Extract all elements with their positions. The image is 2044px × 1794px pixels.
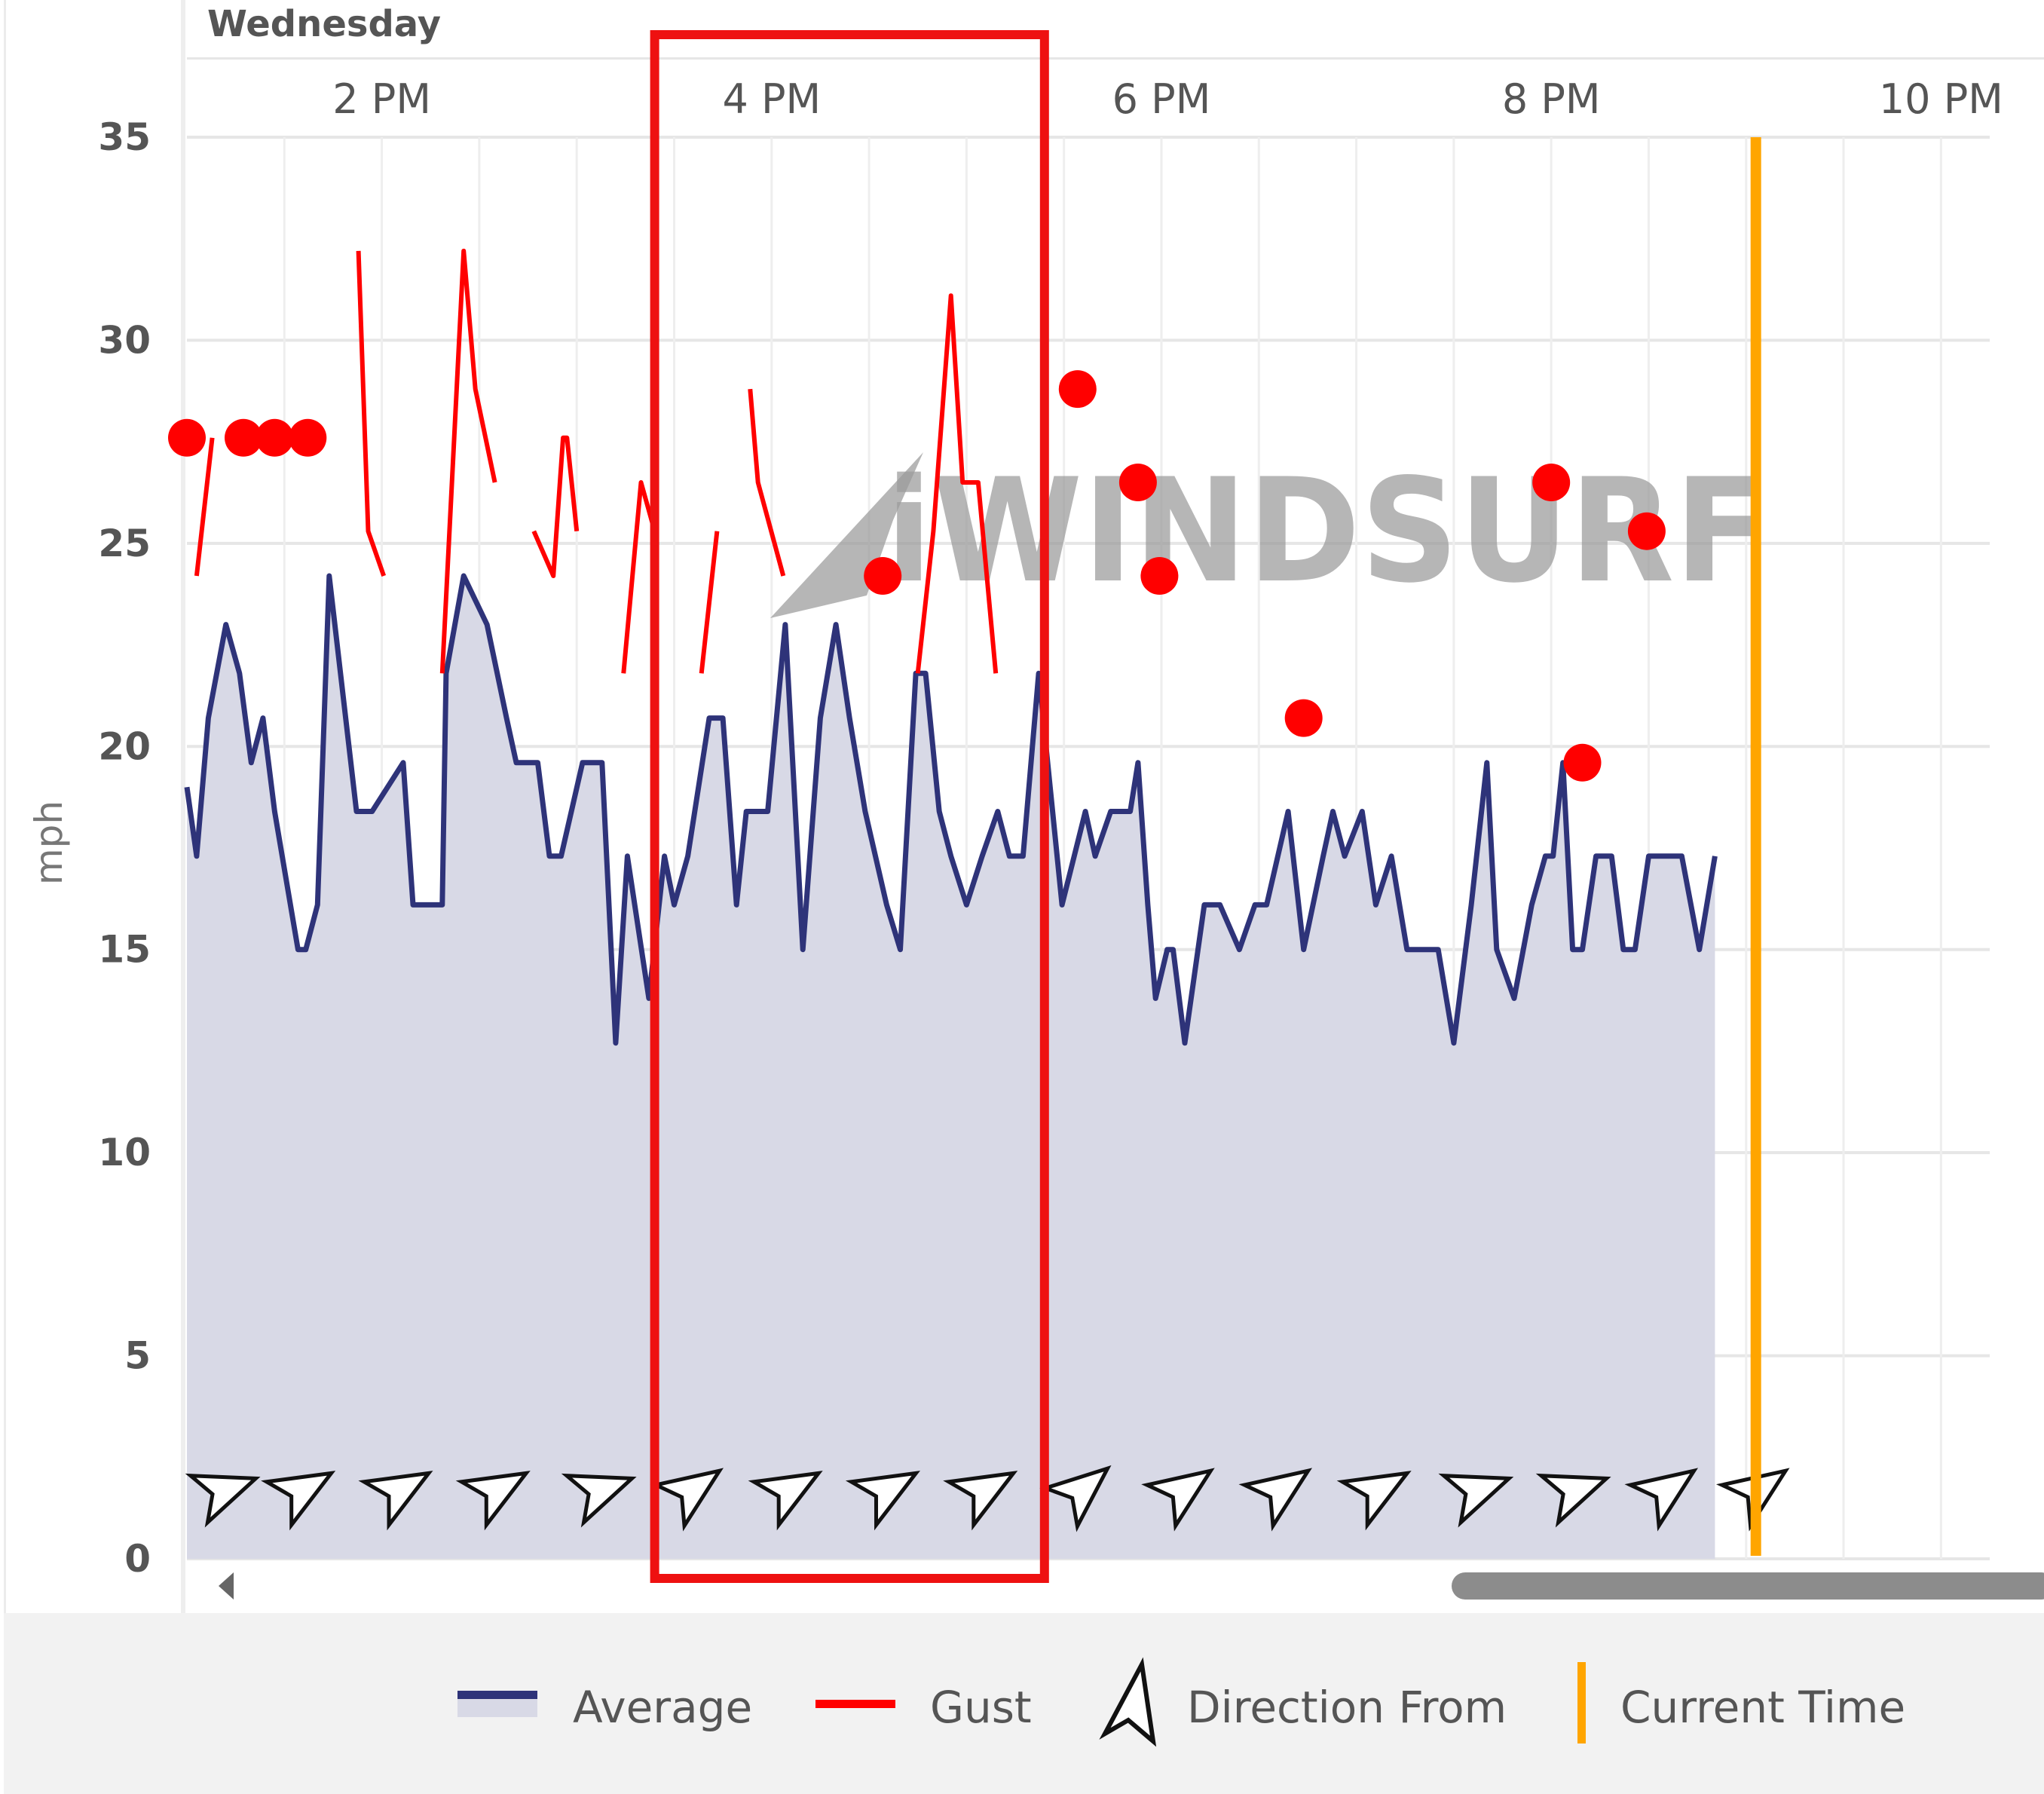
direction-arrow bbox=[1039, 1465, 1112, 1532]
day-label: Wednesday bbox=[207, 3, 441, 45]
gust-point bbox=[1532, 464, 1571, 501]
direction-arrow bbox=[1438, 1473, 1514, 1528]
direction-arrow-icon bbox=[1336, 1471, 1412, 1531]
y-tick-label: 35 bbox=[98, 115, 151, 159]
average-line bbox=[184, 573, 1718, 1046]
x-tick-label: 10 PM bbox=[1879, 75, 2003, 123]
direction-arrow-icon bbox=[185, 1473, 261, 1528]
direction-arrow-icon bbox=[1438, 1473, 1514, 1528]
legend-average-swatch bbox=[457, 1691, 537, 1699]
horizontal-scrollbar[interactable] bbox=[219, 1572, 2044, 1600]
direction-arrow bbox=[561, 1473, 637, 1528]
direction-arrow-icon bbox=[1141, 1468, 1215, 1532]
direction-arrow-icon bbox=[358, 1471, 433, 1531]
direction-arrow-icon bbox=[261, 1471, 336, 1531]
direction-arrow-icon bbox=[455, 1471, 531, 1531]
gust-point bbox=[1058, 370, 1097, 409]
direction-arrow bbox=[455, 1471, 531, 1531]
legend-average-label: Average bbox=[573, 1682, 752, 1733]
y-tick-label: 15 bbox=[98, 928, 151, 972]
gust-line-segment bbox=[621, 480, 657, 674]
legend-gust-label: Gust bbox=[930, 1682, 1032, 1733]
x-tick-label: 4 PM bbox=[722, 75, 821, 123]
direction-arrow bbox=[943, 1471, 1018, 1531]
direction-arrow-icon bbox=[1238, 1468, 1313, 1532]
direction-arrow-icon bbox=[1535, 1473, 1611, 1528]
watermark-text: iWINDSURF bbox=[886, 448, 1767, 614]
direction-arrow bbox=[1336, 1471, 1412, 1531]
direction-arrow bbox=[1238, 1468, 1313, 1532]
x-tick-label: 6 PM bbox=[1112, 75, 1211, 123]
legend-direction-arrow-icon bbox=[1099, 1657, 1157, 1747]
gust-point bbox=[864, 557, 902, 595]
watermark-layer: iWINDSURF bbox=[770, 448, 1767, 618]
direction-arrow bbox=[748, 1471, 823, 1531]
direction-arrow-icon bbox=[845, 1471, 920, 1531]
y-axis-title: mph bbox=[27, 801, 71, 885]
scrollbar-thumb[interactable] bbox=[1452, 1572, 2044, 1600]
gust-line-segment bbox=[748, 388, 786, 577]
gust-point bbox=[256, 418, 294, 457]
direction-arrow bbox=[261, 1471, 336, 1531]
legend-background bbox=[4, 1613, 2044, 1794]
direction-arrow-icon bbox=[748, 1471, 823, 1531]
gust-point bbox=[289, 418, 327, 457]
current-time-line bbox=[1750, 137, 1761, 1556]
y-tick-label: 30 bbox=[98, 318, 151, 362]
highlight-box bbox=[650, 30, 1049, 1583]
gust-line-segment bbox=[915, 293, 999, 674]
y-tick-label: 25 bbox=[98, 522, 151, 565]
legend-direction-label: Direction From bbox=[1187, 1682, 1507, 1733]
direction-arrow-icon bbox=[650, 1468, 724, 1532]
gust-point bbox=[168, 418, 206, 457]
direction-arrow-icon bbox=[1624, 1468, 1699, 1532]
legend-gust-swatch bbox=[815, 1700, 895, 1708]
direction-arrow bbox=[358, 1471, 433, 1531]
gust-point bbox=[225, 418, 262, 457]
gust-line-segment bbox=[699, 531, 720, 674]
gust-point bbox=[1284, 699, 1323, 737]
y-axis-panel-divider bbox=[181, 0, 185, 1613]
direction-arrow bbox=[1141, 1468, 1215, 1532]
gust-line-segment bbox=[194, 437, 215, 577]
direction-arrow bbox=[650, 1468, 724, 1532]
direction-arrow bbox=[185, 1473, 261, 1528]
gust-point bbox=[1563, 743, 1602, 782]
x-tick-label: 8 PM bbox=[1502, 75, 1601, 123]
legend-current-time-label: Current Time bbox=[1620, 1682, 1905, 1733]
direction-arrow bbox=[845, 1471, 920, 1531]
gust-point bbox=[1140, 557, 1179, 595]
day-header-divider bbox=[187, 57, 2044, 60]
x-tick-label: 2 PM bbox=[332, 75, 431, 123]
y-tick-label: 20 bbox=[98, 724, 151, 768]
y-axis-panel-border bbox=[4, 0, 6, 1613]
gust-line-segment bbox=[531, 435, 580, 578]
axis-layer: Wednesday mph 0 5 10 15 20 25 30 35 2 PM 4 PM 6 PM… bbox=[27, 3, 2044, 1581]
y-tick-label: 10 bbox=[98, 1131, 151, 1174]
y-tick-label: 0 bbox=[124, 1537, 151, 1581]
watermark-sail-icon bbox=[770, 452, 923, 618]
direction-arrow bbox=[1535, 1473, 1611, 1528]
series-layer bbox=[168, 248, 1718, 1046]
gust-point bbox=[1118, 464, 1157, 501]
y-tick-label: 5 bbox=[124, 1334, 151, 1378]
direction-arrow-icon bbox=[943, 1471, 1018, 1531]
direction-arrow-icon bbox=[561, 1473, 637, 1528]
direction-arrow-icon bbox=[1039, 1465, 1112, 1532]
gust-line-segment bbox=[356, 250, 387, 577]
gust-point bbox=[1627, 512, 1666, 550]
scroll-left-arrow[interactable] bbox=[219, 1572, 234, 1600]
gust-line-segment bbox=[439, 248, 497, 674]
legend: Average Gust Direction From Current Time bbox=[4, 1613, 2044, 1794]
direction-arrow bbox=[1624, 1468, 1699, 1532]
legend-current-time-swatch bbox=[1577, 1662, 1586, 1743]
